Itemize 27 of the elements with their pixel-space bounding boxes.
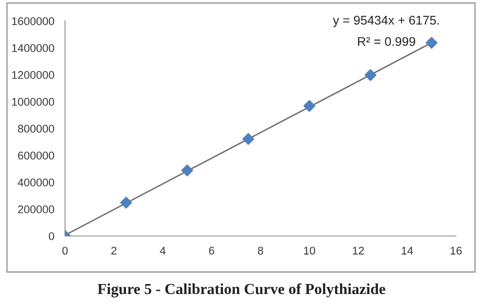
y-tick-label: 1200000 <box>12 71 54 79</box>
x-tick-label: 0 <box>62 246 68 255</box>
y-tick-label: 200000 <box>18 205 54 214</box>
x-tick-label: 8 <box>258 246 264 255</box>
point <box>120 196 132 209</box>
y-tick-label: 600000 <box>18 152 54 160</box>
y-tick-label: 400000 <box>18 178 54 186</box>
point <box>426 36 438 49</box>
point <box>364 69 376 81</box>
y-tick-label: 1400000 <box>12 44 54 52</box>
y-tick-label: 1000000 <box>12 98 54 106</box>
x-tick-label: 14 <box>402 246 413 254</box>
x-tick-label: 2 <box>111 246 116 254</box>
y-tick-label: 1600000 <box>12 17 54 26</box>
point <box>242 133 254 145</box>
y-tick-label: 800000 <box>18 124 54 133</box>
x-tick-label: 16 <box>450 246 462 255</box>
annotation: R² = 0.999 <box>358 37 416 46</box>
x-tick-label: 10 <box>304 246 316 255</box>
annotation: y = 95434x + 6175. <box>332 16 439 28</box>
x-tick-label: 6 <box>209 246 214 255</box>
point <box>181 164 194 176</box>
x-tick-label: 12 <box>352 246 364 254</box>
y-tick-label: 0 <box>48 232 54 240</box>
x-tick-label: 4 <box>160 246 166 254</box>
caption: Figure 5 - Calibration Curve of Polythiazide <box>98 283 386 298</box>
point <box>303 100 316 112</box>
